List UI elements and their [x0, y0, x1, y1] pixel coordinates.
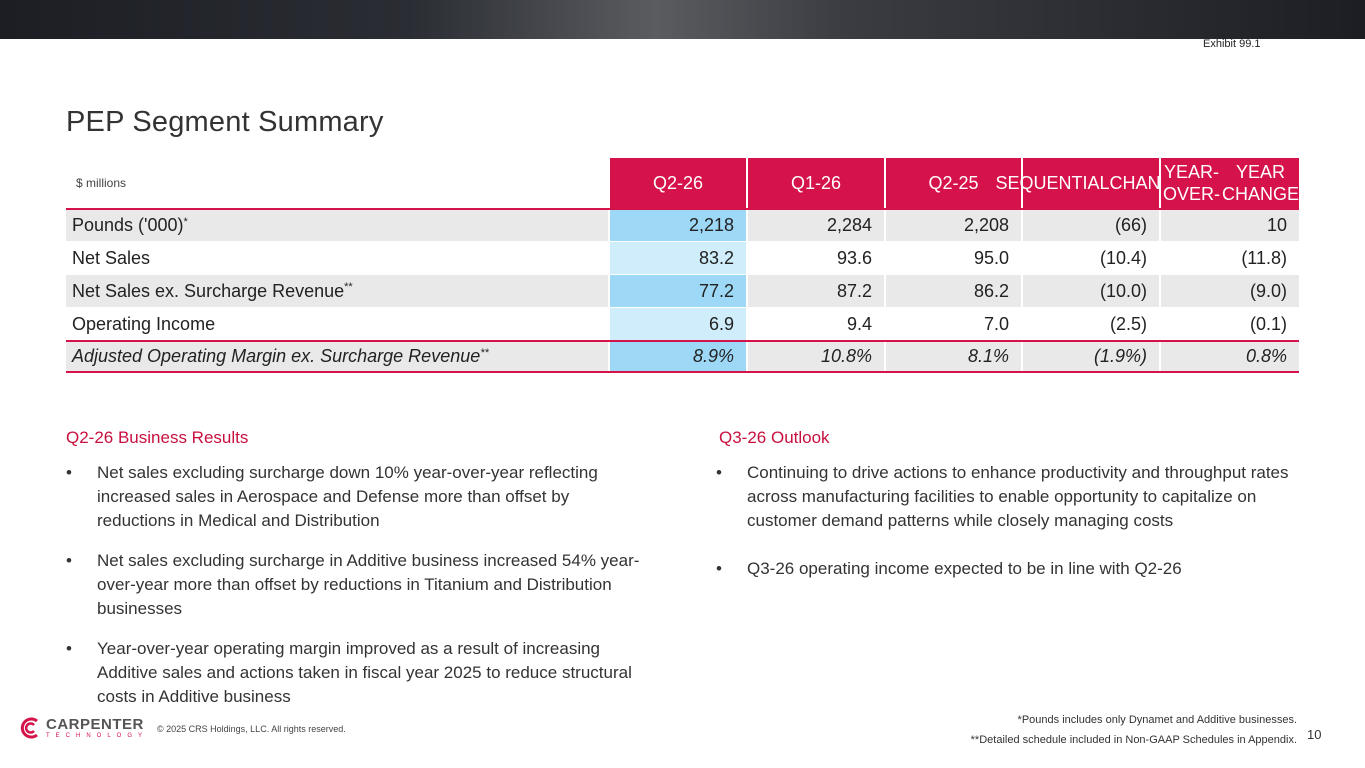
bullet-icon: • [716, 463, 722, 482]
table-cell: 8.9% [608, 342, 746, 371]
bullet-icon: • [716, 559, 722, 578]
col-header-q2-26: Q2-26 [608, 158, 746, 208]
top-banner [0, 0, 1365, 39]
table-row: Operating Income 6.9 9.4 7.0 (2.5) (0.1) [66, 307, 1299, 340]
table-cell: 95.0 [884, 242, 1021, 274]
row-label: Pounds ('000) * [72, 215, 188, 235]
col-header-sequential-change: SEQUENTIAL CHANGE [995, 158, 1187, 208]
logo-wordmark: CARPENTER [46, 715, 144, 733]
row-label: Operating Income [72, 313, 216, 334]
table-cell: 2,218 [608, 210, 746, 241]
segment-table: $ millions Q2-26 Q1-26 Q2-25 SEQUENTIAL C… [66, 158, 1299, 373]
table-cell: 10 [1159, 210, 1299, 241]
outlook-list: • Continuing to drive actions to enhance … [716, 461, 1306, 581]
carpenter-logo-icon [20, 717, 38, 739]
footnote-pounds: *Pounds includes only Dynamet and Additi… [1017, 714, 1297, 726]
bullet-icon: • [66, 463, 72, 482]
table-cell: (1.9%) [1021, 342, 1159, 371]
table-cell: 8.1% [884, 342, 1021, 371]
table-row: Net Sales 83.2 93.6 95.0 (10.4) (11.8) [66, 241, 1299, 274]
table-row: Net Sales ex. Surcharge Revenue ** 77.2 8… [66, 274, 1299, 307]
col-header-q2-25: Q2-25 [884, 158, 1021, 208]
table-cell: 6.9 [608, 308, 746, 340]
table-cell: 77.2 [608, 275, 746, 307]
list-item: • Year-over-year operating margin improve… [66, 639, 632, 706]
table-cell: 0.8% [1159, 342, 1299, 371]
table-row: Pounds ('000) * 2,218 2,284 2,208 (66) 10 [66, 208, 1299, 241]
table-row: Adjusted Operating Margin ex. Surcharge … [66, 340, 1299, 373]
table-cell: 93.6 [746, 242, 884, 274]
copyright-text: © 2025 CRS Holdings, LLC. All rights res… [157, 724, 346, 734]
list-item: • Continuing to drive actions to enhance … [716, 463, 1289, 530]
table-cell: (10.0) [1021, 275, 1159, 307]
bullet-icon: • [66, 639, 72, 658]
footnotes: *Pounds includes only Dynamet and Additi… [971, 710, 1297, 750]
list-item: • Net sales excluding surcharge in Additi… [66, 551, 640, 618]
results-list: • Net sales excluding surcharge down 10% … [66, 461, 646, 709]
table-cell: 87.2 [746, 275, 884, 307]
list-item: • Q3-26 operating income expected to be i… [716, 557, 1306, 581]
table-cell: 86.2 [884, 275, 1021, 307]
logo-subtitle: TECHNOLOGY [46, 732, 149, 739]
exhibit-label: Exhibit 99.1 [1203, 38, 1261, 50]
bullet-icon: • [66, 551, 72, 570]
table-cell: 7.0 [884, 308, 1021, 340]
table-cell: (11.8) [1159, 242, 1299, 274]
table-cell: (10.4) [1021, 242, 1159, 274]
table-cell: (9.0) [1159, 275, 1299, 307]
table-cell: 2,284 [746, 210, 884, 241]
company-logo: CARPENTER TECHNOLOGY [20, 716, 148, 740]
table-cell: (0.1) [1159, 308, 1299, 340]
table-cell: 9.4 [746, 308, 884, 340]
page-title: PEP Segment Summary [66, 106, 384, 138]
row-label: Net Sales ex. Surcharge Revenue ** [72, 280, 353, 301]
units-label: $ millions [76, 176, 127, 190]
col-header-yoy-change: YEAR-OVER- YEAR CHANGE [1159, 158, 1299, 208]
table-cell: 10.8% [746, 342, 884, 371]
row-label: Adjusted Operating Margin ex. Surcharge … [72, 346, 489, 366]
page-number: 10 [1307, 727, 1322, 742]
table-cell: (2.5) [1021, 308, 1159, 340]
outlook-heading: Q3-26 Outlook [719, 428, 830, 447]
row-label: Net Sales [72, 247, 151, 268]
footnote-non-gaap: **Detailed schedule included in Non-GAAP… [970, 734, 1297, 746]
table-cell: (66) [1021, 210, 1159, 241]
table-cell: 83.2 [608, 242, 746, 274]
list-item: • Net sales excluding surcharge down 10% … [66, 463, 598, 530]
table-cell: 2,208 [884, 210, 1021, 241]
col-header-q1-26: Q1-26 [746, 158, 884, 208]
table-header: $ millions Q2-26 Q1-26 Q2-25 SEQUENTIAL C… [66, 158, 1299, 208]
results-heading: Q2-26 Business Results [66, 428, 249, 447]
